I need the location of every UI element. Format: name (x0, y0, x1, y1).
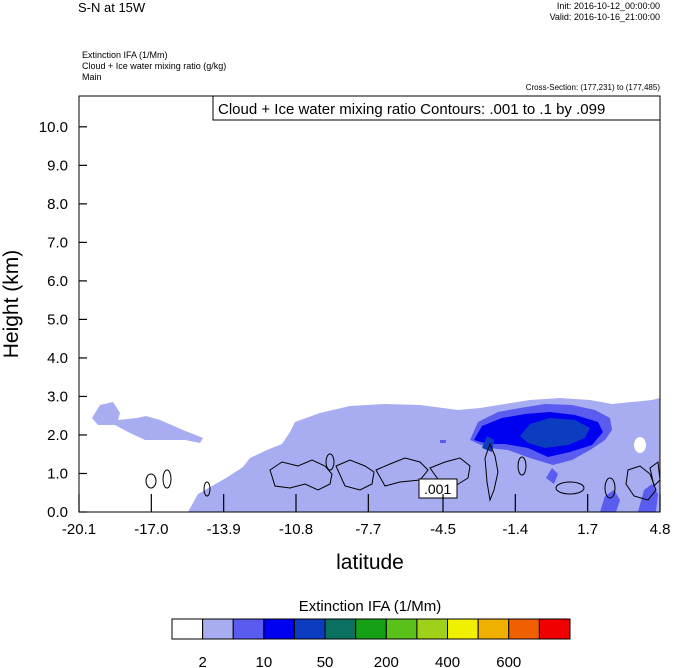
contour-line (555, 481, 585, 495)
colorbar-title: Extinction IFA (1/Mm) (299, 598, 442, 615)
y-tick-label: 2.0 (47, 427, 68, 444)
contour-line (335, 459, 375, 491)
colorbar-swatch (355, 618, 387, 640)
colorbar-swatch (171, 618, 204, 640)
colorbar-swatch (202, 618, 234, 640)
y-tick-label: 7.0 (47, 234, 68, 251)
colorbar-swatch (538, 618, 571, 640)
y-tick-label: 0.0 (47, 504, 68, 521)
y-tick-label: 4.0 (47, 350, 68, 367)
y-tick-label: 1.0 (47, 465, 68, 482)
y-tick-label: 5.0 (47, 311, 68, 328)
colorbar-swatch (447, 618, 479, 640)
chart-title: S-N at 15W (78, 0, 146, 15)
colorbar-label: 2 (198, 654, 206, 668)
y-tick-label: 3.0 (47, 388, 68, 405)
contour-line (325, 453, 335, 471)
colorbar-swatch (293, 618, 326, 640)
colorbar-swatch (508, 618, 540, 640)
x-tick-label: 4.8 (650, 521, 671, 538)
colorbar-swatch (416, 618, 449, 640)
field-line-3: Main (82, 72, 102, 82)
y-axis-label: Height (km) (0, 250, 23, 359)
colorbar-swatch (263, 618, 295, 640)
colorbar-label: 10 (256, 654, 273, 668)
y-tick-label: 10.0 (39, 119, 68, 136)
contour-line (269, 459, 333, 491)
valid-time: Valid: 2016-10-16_21:00:00 (549, 12, 660, 22)
contour-label-box (418, 478, 458, 499)
colorbar-swatch (324, 618, 357, 640)
extinction-shading (92, 398, 660, 512)
field-description: Extinction IFA (1/Mm) Cloud + Ice water … (82, 50, 226, 83)
contour-line (649, 461, 660, 487)
x-tick-label: -7.7 (355, 521, 381, 538)
cross-section-label: Cross-Section: (177,231) to (177,485) (525, 83, 660, 92)
colorbar-label: 400 (435, 654, 460, 668)
x-tick-label: -1.4 (502, 521, 528, 538)
contour-line (517, 456, 527, 476)
contour-line (484, 442, 499, 502)
colorbar-swatch (385, 618, 418, 640)
y-axis: 0.0 1.0 2.0 3.0 4.0 5.0 6.0 7.0 8.0 9.0 10.0 (39, 119, 87, 521)
clear-patch (634, 437, 646, 453)
time-info: Init: 2016-10-12_00:00:00 Valid: 2016-10… (550, 1, 660, 23)
x-tick-label: -10.8 (279, 521, 313, 538)
field-line-1: Extinction IFA (1/Mm) (82, 50, 168, 60)
contour-line (604, 477, 616, 499)
init-time: Init: 2016-10-12_00:00:00 (556, 1, 660, 11)
light-blue-region (92, 402, 203, 443)
medium-blue-region (638, 484, 658, 512)
field-line-2: Cloud + Ice water mixing ratio (g/kg) (82, 61, 227, 71)
contour-info-label: Cloud + Ice water mixing ratio Contours:… (218, 101, 605, 118)
colorbar-swatch (477, 618, 510, 640)
colorbar-swatch (232, 618, 265, 640)
x-tick-label: 1.7 (577, 521, 598, 538)
x-tick-label: -13.9 (207, 521, 241, 538)
colorbar-label: 200 (374, 654, 399, 668)
contour-line (162, 469, 172, 489)
contour-inline-label: .001 (424, 481, 451, 497)
y-tick-label: 8.0 (47, 196, 68, 213)
dark-blue-region (482, 436, 494, 452)
colorbar: 2 10 50 200 400 600 (171, 618, 571, 668)
contour-info-box (212, 95, 661, 121)
contour-line (203, 481, 211, 497)
x-tick-label: -4.5 (430, 521, 456, 538)
medium-blue-region (440, 440, 446, 443)
x-tick-label: -20.1 (62, 521, 96, 538)
dark-blue-region (520, 418, 590, 448)
contour-line (145, 473, 157, 489)
medium-blue-region (600, 490, 620, 512)
x-tick-label: -17.0 (134, 521, 168, 538)
y-tick-label: 9.0 (47, 157, 68, 174)
contour-line (625, 465, 657, 501)
colorbar-label: 600 (496, 654, 521, 668)
x-axis: -20.1 -17.0 -13.9 -10.8 -7.7 -4.5 -1.4 1.7 4.8 (62, 494, 671, 538)
medium-blue-region (546, 468, 558, 484)
colorbar-label: 50 (317, 654, 334, 668)
x-axis-label: latitude (336, 551, 404, 574)
contour-line (375, 457, 429, 487)
y-tick-label: 6.0 (47, 273, 68, 290)
